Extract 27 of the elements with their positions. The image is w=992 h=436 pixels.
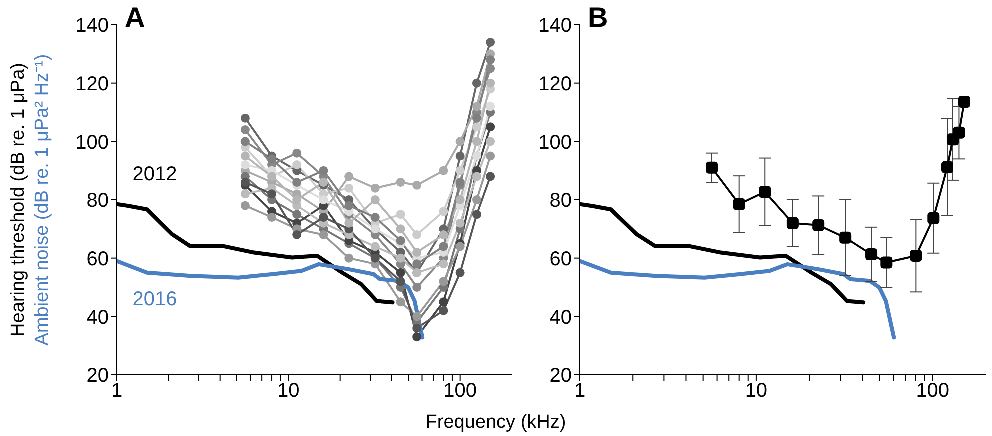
y-tick-label: 80 [86, 190, 109, 212]
chart-title: A [125, 2, 146, 34]
y-tick-label: 100 [76, 132, 109, 154]
y-tick-label: 100 [538, 132, 572, 154]
y-tick-label: 140 [76, 15, 109, 38]
y-tick-label: 20 [86, 365, 109, 388]
y-tick-label: 120 [538, 73, 572, 96]
x-tick-label: 10 [278, 380, 300, 402]
y-tick-label: 40 [550, 306, 572, 329]
y-axis-title: Hearing threshold (dB re. 1 μPa) [8, 63, 29, 337]
y-tick-label: 60 [550, 248, 572, 270]
y-tick-label: 120 [76, 73, 109, 96]
chart-title: B [588, 2, 608, 34]
text: Ambient noise (dB re. 1 μPa² Hz⁻¹) [32, 54, 53, 346]
y-tick-label: 20 [550, 365, 572, 388]
x-tick-label: 1 [111, 380, 123, 402]
series-label: 2012 [132, 163, 178, 186]
y-tick-label: 140 [538, 15, 572, 38]
x-tick-label: 1 [574, 380, 586, 402]
y-tick-label: 40 [86, 306, 109, 329]
x-tick-label: 100 [444, 380, 478, 402]
y-tick-label: 60 [86, 248, 109, 270]
x-axis-title: Frequency (kHz) [426, 412, 566, 433]
x-tick-label: 10 [745, 380, 768, 402]
series-label: 2016 [132, 288, 178, 310]
y-tick-label: 80 [550, 190, 572, 212]
x-tick-label: 100 [916, 380, 950, 402]
